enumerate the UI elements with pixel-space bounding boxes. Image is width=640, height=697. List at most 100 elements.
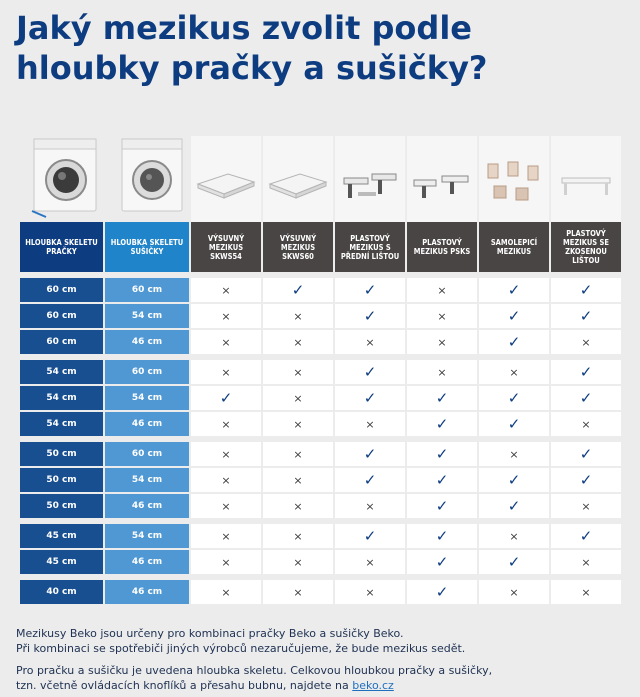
check-icon: ✓ <box>579 362 593 381</box>
compatibility-cell: × <box>263 386 333 410</box>
cross-icon: × <box>293 529 303 543</box>
cross-icon: × <box>221 555 231 569</box>
washer-depth-cell: 50 cm <box>20 468 103 492</box>
check-icon: ✓ <box>435 388 449 407</box>
compatibility-cell: × <box>263 494 333 518</box>
compatibility-cell: × <box>551 412 621 436</box>
check-icon: ✓ <box>291 280 305 299</box>
check-icon: ✓ <box>435 414 449 433</box>
table-row: 45 cm 54 cm × × ✓ ✓ × ✓ <box>20 524 621 548</box>
check-icon: ✓ <box>435 470 449 489</box>
compatibility-cell: ✓ <box>407 468 477 492</box>
washer-depth-cell: 54 cm <box>20 412 103 436</box>
cross-icon: × <box>293 555 303 569</box>
check-icon: ✓ <box>507 388 521 407</box>
check-icon: ✓ <box>363 444 377 463</box>
check-icon: ✓ <box>363 280 377 299</box>
compatibility-cell: ✓ <box>407 580 477 604</box>
compatibility-cell: ✓ <box>479 494 549 518</box>
dryer-depth-cell: 54 cm <box>105 386 189 410</box>
compatibility-cell: ✓ <box>479 468 549 492</box>
compatibility-cell: ✓ <box>335 524 405 548</box>
check-icon: ✓ <box>507 280 521 299</box>
compatibility-cell: × <box>263 330 333 354</box>
check-icon: ✓ <box>507 414 521 433</box>
cross-icon: × <box>221 499 231 513</box>
page-title: Jaký mezikus zvolit podle hloubky pračky… <box>16 9 488 87</box>
compatibility-cell: ✓ <box>335 304 405 328</box>
beko-link[interactable]: beko.cz <box>352 679 394 692</box>
product-header: Výsuvný mezikus SKWS60 <box>263 222 333 272</box>
compatibility-cell: × <box>551 330 621 354</box>
washer-depth-cell: 45 cm <box>20 524 103 548</box>
compatibility-cell: × <box>263 468 333 492</box>
cross-icon: × <box>581 499 591 513</box>
product-header: Samolepicí mezikus <box>479 222 549 272</box>
compatibility-cell: ✓ <box>191 386 261 410</box>
plastic-rail-icon <box>335 150 405 218</box>
compatibility-cell: × <box>191 580 261 604</box>
check-icon: ✓ <box>363 306 377 325</box>
check-icon: ✓ <box>507 332 521 351</box>
dryer-icon <box>110 134 194 220</box>
compatibility-cell: × <box>335 330 405 354</box>
check-icon: ✓ <box>363 388 377 407</box>
check-icon: ✓ <box>579 526 593 545</box>
check-icon: ✓ <box>579 306 593 325</box>
compatibility-cell: × <box>263 360 333 384</box>
check-icon: ✓ <box>435 496 449 515</box>
footer-line: Mezikusy Beko jsou určeny pro kombinaci … <box>16 627 404 640</box>
washer-depth-cell: 50 cm <box>20 494 103 518</box>
check-icon: ✓ <box>507 306 521 325</box>
check-icon: ✓ <box>219 388 233 407</box>
check-icon: ✓ <box>435 444 449 463</box>
washer-depth-header: Hloubka skeletu pračky <box>20 222 103 272</box>
compatibility-cell: × <box>191 494 261 518</box>
compatibility-cell: × <box>191 304 261 328</box>
cross-icon: × <box>437 365 447 379</box>
product-header: Plastový mezikus s přední lištou <box>335 222 405 272</box>
compatibility-cell: ✓ <box>479 304 549 328</box>
cross-icon: × <box>509 447 519 461</box>
compatibility-cell: ✓ <box>551 442 621 466</box>
compatibility-cell: ✓ <box>263 278 333 302</box>
compatibility-cell: ✓ <box>479 412 549 436</box>
cross-icon: × <box>221 447 231 461</box>
compatibility-cell: ✓ <box>335 360 405 384</box>
compatibility-cell: × <box>263 524 333 548</box>
washer-depth-cell: 40 cm <box>20 580 103 604</box>
check-icon: ✓ <box>435 526 449 545</box>
adhesive-pads-icon <box>479 150 549 218</box>
cross-icon: × <box>293 473 303 487</box>
cross-icon: × <box>221 585 231 599</box>
cross-icon: × <box>437 283 447 297</box>
washer-depth-cell: 60 cm <box>20 304 103 328</box>
compatibility-cell: × <box>479 524 549 548</box>
table-row: 50 cm 46 cm × × × ✓ ✓ × <box>20 494 621 518</box>
table-row: 60 cm 60 cm × ✓ ✓ × ✓ ✓ <box>20 278 621 302</box>
compatibility-cell: ✓ <box>479 330 549 354</box>
compatibility-cell: × <box>191 360 261 384</box>
table-row: 54 cm 60 cm × × ✓ × × ✓ <box>20 360 621 384</box>
compatibility-cell: × <box>479 360 549 384</box>
compatibility-cell: ✓ <box>407 386 477 410</box>
cross-icon: × <box>365 585 375 599</box>
table-row: 50 cm 54 cm × × ✓ ✓ ✓ ✓ <box>20 468 621 492</box>
dryer-depth-header: Hloubka skeletu sušičky <box>105 222 189 272</box>
compatibility-cell: × <box>407 278 477 302</box>
check-icon: ✓ <box>363 470 377 489</box>
washer-depth-cell: 60 cm <box>20 278 103 302</box>
check-icon: ✓ <box>507 470 521 489</box>
cross-icon: × <box>221 335 231 349</box>
compatibility-cell: × <box>191 550 261 574</box>
check-icon: ✓ <box>507 496 521 515</box>
compatibility-cell: × <box>551 550 621 574</box>
table-row: 60 cm 54 cm × × ✓ × ✓ ✓ <box>20 304 621 328</box>
table-row: 45 cm 46 cm × × × ✓ ✓ × <box>20 550 621 574</box>
cross-icon: × <box>293 447 303 461</box>
check-icon: ✓ <box>435 582 449 601</box>
cross-icon: × <box>221 365 231 379</box>
cross-icon: × <box>581 335 591 349</box>
cross-icon: × <box>581 417 591 431</box>
compatibility-cell: × <box>191 412 261 436</box>
